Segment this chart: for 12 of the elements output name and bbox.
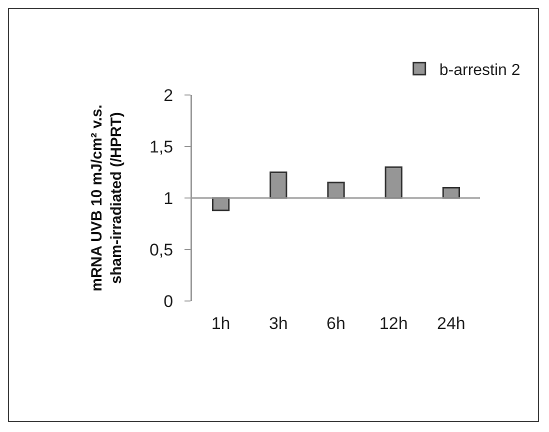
y-tick-label: 0,5 <box>149 240 174 260</box>
x-tick-label: 3h <box>268 314 288 333</box>
y-tick-label: 1 <box>164 188 174 208</box>
y-axis-title: mRNA UVB 10 mJ/cm² v.s. sham-irradiated (/HPRT) <box>88 104 125 292</box>
x-tick-label: 1h <box>211 314 230 333</box>
y-tick-label: 1,5 <box>149 137 174 156</box>
legend-label: b-arrestin 2 <box>439 62 520 79</box>
x-tick-label: 24h <box>437 314 466 333</box>
x-tick-label: 12h <box>379 314 408 333</box>
y-tick-label: 2 <box>164 86 174 105</box>
y-tick-label: 0 <box>164 292 174 311</box>
x-tick-label: 6h <box>326 314 346 333</box>
